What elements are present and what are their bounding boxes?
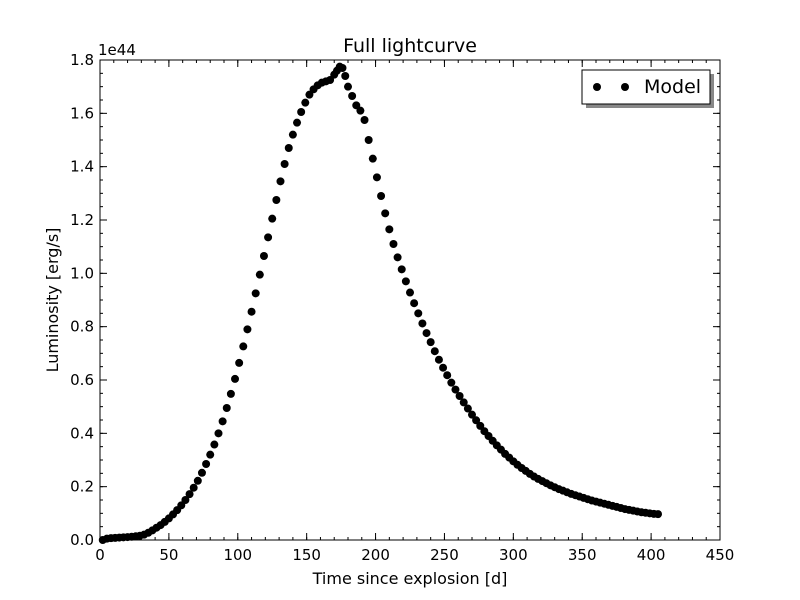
data-marks	[98, 62, 662, 544]
data-point	[210, 440, 219, 449]
legend-label-model: Model	[644, 76, 701, 98]
x-tick-label: 350	[568, 546, 597, 564]
data-point	[202, 460, 211, 468]
data-point	[385, 225, 394, 234]
x-tick-label: 300	[499, 546, 528, 564]
y-tick-label: 1.2	[70, 211, 94, 229]
data-point	[251, 289, 260, 298]
data-point	[259, 252, 268, 260]
legend: Model	[581, 69, 714, 108]
data-point	[455, 392, 464, 400]
legend-marker-1	[593, 83, 601, 91]
x-tick-label: 50	[159, 546, 178, 564]
data-point	[372, 173, 381, 182]
data-point	[410, 299, 419, 308]
data-point	[654, 510, 662, 519]
data-point	[430, 347, 439, 356]
data-point	[381, 209, 390, 218]
data-point	[189, 483, 198, 492]
data-point	[181, 496, 190, 504]
data-point	[288, 130, 297, 139]
x-tick-label: 450	[706, 546, 735, 564]
data-point	[235, 358, 244, 367]
data-point	[214, 429, 223, 438]
legend-marker-2	[621, 83, 629, 91]
y-tick-label: 0.4	[70, 424, 94, 442]
data-point	[443, 371, 452, 380]
data-point	[397, 265, 406, 274]
legend-box	[581, 69, 711, 105]
data-point	[197, 468, 206, 477]
data-point	[406, 288, 414, 297]
data-point	[341, 72, 350, 80]
x-tick-label: 150	[292, 546, 321, 564]
x-axis-ticks: 0 50 100 150 200 250 300 350 400 450	[95, 60, 734, 564]
x-axis-label: Time since explosion [d]	[312, 569, 508, 588]
x-tick-label: 200	[361, 546, 390, 564]
data-point	[463, 404, 472, 413]
data-point	[284, 144, 293, 152]
data-point	[222, 404, 231, 412]
data-point	[356, 106, 365, 115]
data-point	[393, 253, 402, 262]
y-tick-label: 0.0	[70, 531, 94, 549]
data-point	[344, 82, 352, 91]
data-point	[439, 363, 448, 372]
data-point	[226, 389, 235, 398]
data-point	[276, 177, 285, 186]
data-point	[468, 410, 476, 419]
data-point	[472, 416, 481, 425]
data-point	[377, 192, 386, 200]
y-tick-label: 1.6	[70, 104, 94, 122]
data-point	[268, 214, 277, 223]
data-point	[360, 116, 369, 124]
y-offset-label: 1e44	[98, 41, 136, 59]
data-point	[447, 378, 456, 387]
y-tick-label: 1.4	[70, 158, 94, 176]
y-tick-label: 0.6	[70, 371, 94, 389]
data-point	[280, 160, 289, 168]
x-tick-label: 100	[223, 546, 252, 564]
data-point	[239, 342, 248, 351]
data-point	[264, 233, 273, 242]
data-point	[426, 338, 435, 347]
data-point	[297, 108, 306, 116]
data-point	[364, 136, 373, 144]
data-point	[185, 490, 194, 499]
x-tick-label: 400	[637, 546, 666, 564]
y-tick-label: 1.8	[70, 51, 94, 69]
data-point	[272, 196, 281, 204]
y-axis-label: Luminosity [erg/s]	[43, 228, 62, 373]
data-point	[434, 355, 443, 364]
x-tick-label: 250	[430, 546, 459, 564]
y-tick-label: 0.8	[70, 318, 94, 336]
chart-title: Full lightcurve	[343, 35, 477, 57]
y-tick-label: 1.0	[70, 264, 94, 282]
data-point	[206, 450, 215, 459]
data-point	[389, 240, 398, 248]
data-point	[348, 92, 357, 100]
data-point	[255, 270, 264, 279]
data-point	[451, 385, 460, 394]
data-point	[243, 325, 252, 334]
y-axis-ticks: 0.0 0.2 0.4 0.6 0.8 1.0 1.2 1.4 1.6 1.8	[70, 51, 720, 549]
data-point	[301, 98, 310, 107]
data-point	[338, 64, 347, 72]
x-tick-label: 0	[95, 546, 105, 564]
data-point	[293, 118, 302, 127]
data-point	[231, 374, 240, 383]
data-point	[218, 417, 227, 426]
data-point	[193, 476, 202, 485]
data-point	[459, 398, 468, 407]
y-tick-label: 0.2	[70, 478, 94, 496]
data-point	[247, 307, 256, 316]
data-point	[401, 277, 410, 286]
data-point	[414, 309, 423, 318]
data-point	[422, 329, 431, 338]
data-point	[368, 154, 377, 163]
data-point	[418, 319, 427, 328]
